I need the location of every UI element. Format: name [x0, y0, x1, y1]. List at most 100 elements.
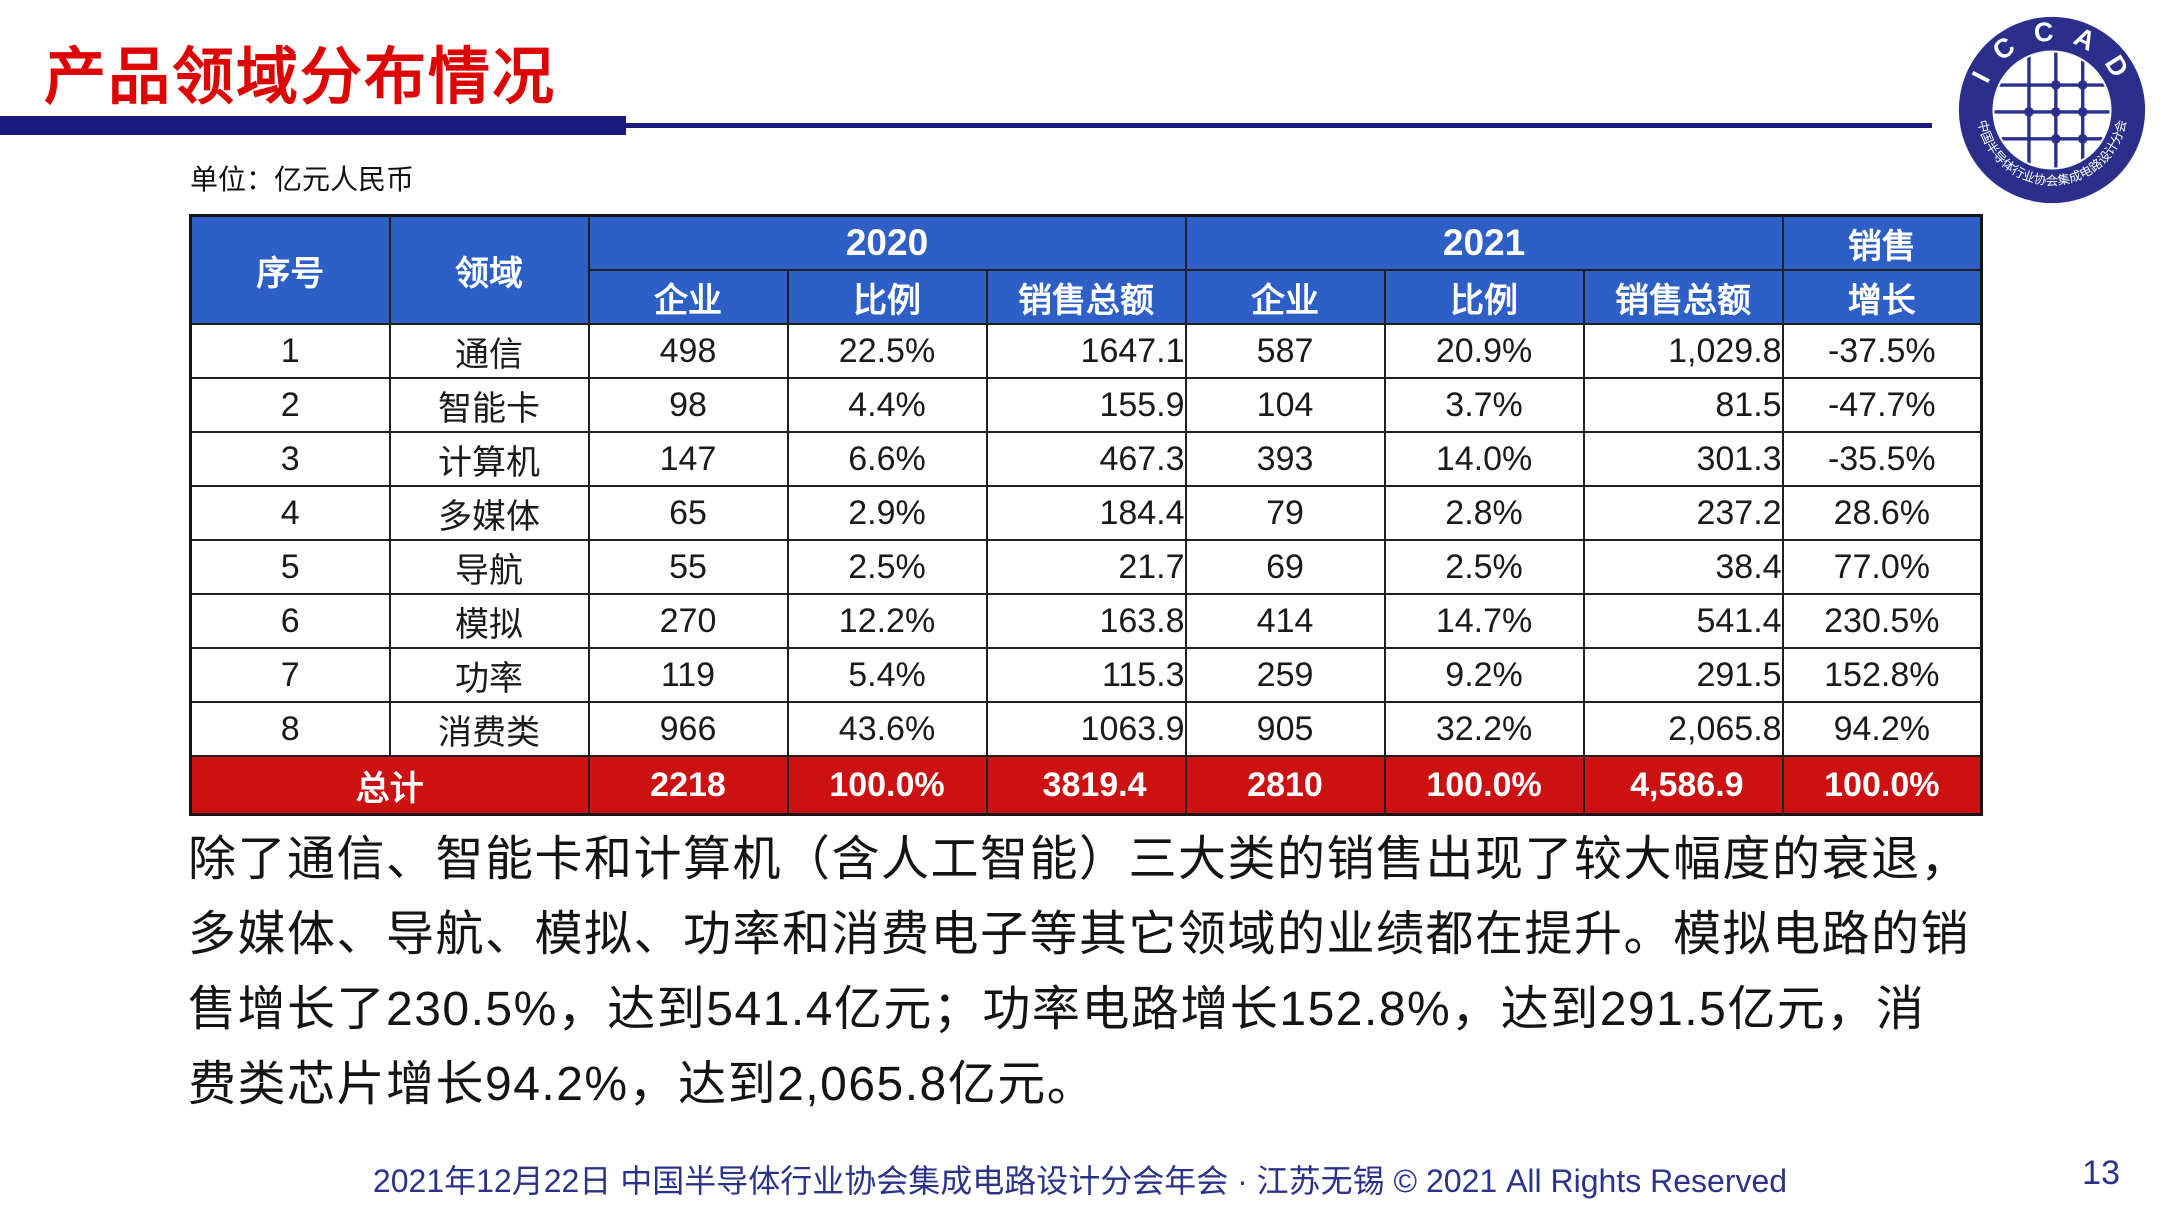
cell-2021-companies: 905	[1184, 701, 1386, 757]
cell-2020-sales: 1647.1	[985, 323, 1187, 379]
cell-2021-sales: 291.5	[1582, 647, 1784, 703]
title-divider-thin	[626, 123, 1932, 128]
table-row: 8 消费类 966 43.6% 1063.9 905 32.2% 2,065.8…	[189, 701, 1983, 757]
cell-growth: 28.6%	[1781, 485, 1983, 541]
cell-2021-sales: 38.4	[1582, 539, 1784, 595]
cell-domain: 计算机	[388, 431, 590, 487]
cell-2020-companies: 966	[587, 701, 789, 757]
domain-distribution-table: 序号 领域 2020 2021 销售 企业 比例 销售总额 企业 比例 销售总额…	[189, 214, 1984, 816]
cell-2021-sales: 301.3	[1582, 431, 1784, 487]
cell-2020-companies: 98	[587, 377, 789, 433]
table-row: 6 模拟 270 12.2% 163.8 414 14.7% 541.4 230…	[189, 593, 1983, 649]
col-header-growth-line2: 增长	[1781, 269, 1983, 325]
table-header-row-2: 企业 比例 销售总额 企业 比例 销售总额 增长	[191, 269, 1983, 325]
cell-2020-companies: 147	[587, 431, 789, 487]
table-total-row: 总计 2218 100.0% 3819.4 2810 100.0% 4,586.…	[189, 755, 1983, 816]
col-header-no: 序号	[189, 214, 391, 325]
page-title: 产品领域分布情况	[44, 43, 557, 112]
cell-2021-sales: 81.5	[1582, 377, 1784, 433]
paragraph-line: 多媒体、导航、模拟、功率和消费电子等其它领域的业绩都在提升。模拟电路的销	[188, 908, 1971, 961]
col-header-2020-companies: 企业	[587, 269, 789, 325]
cell-no: 1	[189, 323, 391, 379]
iccad-logo: I C C A D 中国半导体行业协会集成电路设计分会	[1958, 16, 2146, 204]
col-header-2021-companies: 企业	[1184, 269, 1386, 325]
cell-2020-companies: 270	[587, 593, 789, 649]
page-number: 13	[2082, 1154, 2120, 1192]
table-row: 3 计算机 147 6.6% 467.3 393 14.0% 301.3 -35…	[189, 431, 1983, 487]
cell-no: 7	[189, 647, 391, 703]
col-header-2021-sales: 销售总额	[1582, 269, 1784, 325]
cell-2020-share: 22.5%	[786, 323, 988, 379]
cell-2020-sales: 115.3	[985, 647, 1187, 703]
cell-2021-share: 32.2%	[1383, 701, 1585, 757]
cell-2020-share: 6.6%	[786, 431, 988, 487]
cell-no: 2	[189, 377, 391, 433]
col-header-domain: 领域	[388, 214, 590, 325]
cell-2021-sales: 237.2	[1582, 485, 1784, 541]
cell-2021-sales: 541.4	[1582, 593, 1784, 649]
summary-paragraph: 除了通信、智能卡和计算机（含人工智能）三大类的销售出现了较大幅度的衰退， 多媒体…	[188, 822, 1998, 1122]
paragraph-line: 除了通信、智能卡和计算机（含人工智能）三大类的销售出现了较大幅度的衰退，	[188, 833, 1971, 886]
table-row: 5 导航 55 2.5% 21.7 69 2.5% 38.4 77.0%	[189, 539, 1983, 595]
cell-growth: 152.8%	[1781, 647, 1983, 703]
col-header-2021-share: 比例	[1383, 269, 1585, 325]
col-header-2020-sales: 销售总额	[985, 269, 1187, 325]
cell-domain: 模拟	[388, 593, 590, 649]
cell-growth: -37.5%	[1781, 323, 1983, 379]
cell-2020-sales: 21.7	[985, 539, 1187, 595]
title-divider-thick	[0, 116, 626, 135]
unit-label: 单位：亿元人民币	[190, 164, 415, 195]
logo-circuit-grid-icon	[1994, 52, 2110, 168]
cell-2020-companies: 65	[587, 485, 789, 541]
cell-2020-sales: 163.8	[985, 593, 1187, 649]
cell-2020-companies: 55	[587, 539, 789, 595]
cell-2021-share: 20.9%	[1383, 323, 1585, 379]
cell-2020-share: 12.2%	[786, 593, 988, 649]
col-header-2020-share: 比例	[786, 269, 988, 325]
cell-total-2020-companies: 2218	[587, 755, 789, 816]
cell-growth: -35.5%	[1781, 431, 1983, 487]
table-row: 4 多媒体 65 2.9% 184.4 79 2.8% 237.2 28.6%	[189, 485, 1983, 541]
cell-2021-companies: 587	[1184, 323, 1386, 379]
cell-2020-companies: 119	[587, 647, 789, 703]
col-header-growth-line1: 销售	[1781, 214, 1983, 271]
paragraph-line: 售增长了230.5%，达到541.4亿元；功率电路增长152.8%，达到291.…	[188, 983, 1926, 1036]
cell-2020-share: 5.4%	[786, 647, 988, 703]
cell-total-2021-sales: 4,586.9	[1582, 755, 1784, 816]
cell-2021-share: 2.5%	[1383, 539, 1585, 595]
cell-2021-sales: 1,029.8	[1582, 323, 1784, 379]
cell-domain: 消费类	[388, 701, 590, 757]
cell-no: 5	[189, 539, 391, 595]
cell-total-2021-companies: 2810	[1184, 755, 1386, 816]
cell-total-2021-share: 100.0%	[1383, 755, 1585, 816]
cell-domain: 导航	[388, 539, 590, 595]
cell-no: 8	[189, 701, 391, 757]
cell-2021-companies: 259	[1184, 647, 1386, 703]
cell-total-growth: 100.0%	[1781, 755, 1983, 816]
cell-2020-companies: 498	[587, 323, 789, 379]
cell-2020-sales: 184.4	[985, 485, 1187, 541]
cell-total-label: 总计	[189, 755, 590, 816]
cell-2021-share: 9.2%	[1383, 647, 1585, 703]
cell-2020-sales: 467.3	[985, 431, 1187, 487]
cell-no: 6	[189, 593, 391, 649]
cell-domain: 功率	[388, 647, 590, 703]
cell-2021-companies: 69	[1184, 539, 1386, 595]
cell-total-2020-sales: 3819.4	[985, 755, 1187, 816]
cell-2021-share: 2.8%	[1383, 485, 1585, 541]
cell-growth: -47.7%	[1781, 377, 1983, 433]
table-row: 2 智能卡 98 4.4% 155.9 104 3.7% 81.5 -47.7%	[189, 377, 1983, 433]
paragraph-line: 费类芯片增长94.2%，达到2,065.8亿元。	[188, 1058, 1097, 1111]
cell-2020-share: 2.9%	[786, 485, 988, 541]
cell-total-2020-share: 100.0%	[786, 755, 988, 816]
cell-growth: 230.5%	[1781, 593, 1983, 649]
cell-domain: 智能卡	[388, 377, 590, 433]
cell-2020-sales: 1063.9	[985, 701, 1187, 757]
cell-domain: 通信	[388, 323, 590, 379]
cell-2021-share: 14.7%	[1383, 593, 1585, 649]
cell-domain: 多媒体	[388, 485, 590, 541]
cell-2020-share: 43.6%	[786, 701, 988, 757]
footer-text: 2021年12月22日 中国半导体行业协会集成电路设计分会年会 · 江苏无锡 ©…	[372, 1163, 1788, 1199]
cell-2021-companies: 79	[1184, 485, 1386, 541]
